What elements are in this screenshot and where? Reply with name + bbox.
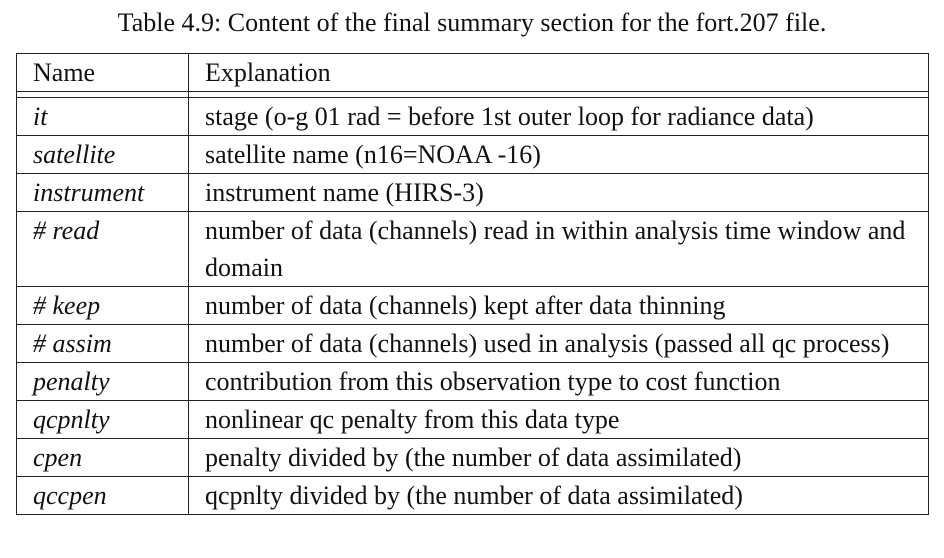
- table-header-row: Name Explanation: [16, 53, 929, 92]
- table-caption: Table 4.9: Content of the final summary …: [117, 8, 827, 37]
- row-name: # read: [16, 211, 189, 287]
- table-row: # keep number of data (channels) kept af…: [16, 286, 929, 325]
- row-name: qccpen: [16, 476, 189, 515]
- row-name: # keep: [16, 286, 189, 325]
- table-row: qcpnlty nonlinear qc penalty from this d…: [16, 400, 929, 439]
- row-name: cpen: [16, 438, 189, 477]
- header-separator: [16, 91, 929, 98]
- row-explanation: number of data (channels) used in analys…: [188, 324, 929, 363]
- table-row: # read number of data (channels) read in…: [16, 211, 929, 287]
- table-row: it stage (o-g 01 rad = before 1st outer …: [16, 97, 929, 136]
- row-explanation: nonlinear qc penalty from this data type: [188, 400, 929, 439]
- row-name: qcpnlty: [16, 400, 189, 439]
- row-explanation: contribution from this observation type …: [188, 362, 929, 401]
- row-name: penalty: [16, 362, 189, 401]
- table-row: cpen penalty divided by (the number of d…: [16, 438, 929, 477]
- column-header-name: Name: [16, 53, 189, 92]
- table-row: instrument instrument name (HIRS-3): [16, 173, 929, 212]
- row-explanation: instrument name (HIRS-3): [188, 173, 929, 212]
- row-explanation: number of data (channels) kept after dat…: [188, 286, 929, 325]
- row-explanation: number of data (channels) read in within…: [188, 211, 929, 287]
- row-explanation: qcpnlty divided by (the number of data a…: [188, 476, 929, 515]
- table-row: qccpen qcpnlty divided by (the number of…: [16, 476, 929, 515]
- row-name: it: [16, 97, 189, 136]
- row-name: instrument: [16, 173, 189, 212]
- table-row: satellite satellite name (n16=NOAA -16): [16, 135, 929, 174]
- row-explanation: satellite name (n16=NOAA -16): [188, 135, 929, 174]
- row-name: satellite: [16, 135, 189, 174]
- row-name: # assim: [16, 324, 189, 363]
- row-explanation: penalty divided by (the number of data a…: [188, 438, 929, 477]
- column-header-explanation: Explanation: [188, 53, 929, 92]
- table-row: penalty contribution from this observati…: [16, 362, 929, 401]
- table-row: # assim number of data (channels) used i…: [16, 324, 929, 363]
- summary-table: Name Explanation it stage (o-g 01 rad = …: [16, 53, 929, 515]
- row-explanation: stage (o-g 01 rad = before 1st outer loo…: [188, 97, 929, 136]
